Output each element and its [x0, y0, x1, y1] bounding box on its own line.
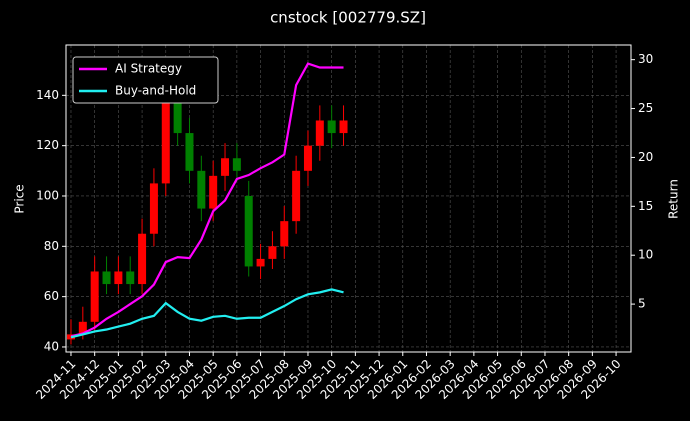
plot-frame: [65, 44, 632, 353]
candle-body: [327, 120, 336, 134]
y2-tick-label: 15: [638, 199, 653, 213]
y2-tick-label: 25: [638, 101, 653, 115]
candle-body: [232, 158, 241, 171]
candle-body: [185, 133, 194, 171]
legend-label: Buy-and-Hold: [115, 84, 196, 98]
chart-title: cnstock [002779.SZ]: [270, 9, 426, 27]
candle-body: [303, 145, 312, 171]
candle-body: [280, 221, 289, 247]
candle-body: [114, 271, 123, 285]
y2-tick-label: 30: [638, 52, 653, 66]
candle-body: [138, 233, 147, 285]
candle-body: [161, 100, 170, 184]
y-tick-label: 140: [36, 88, 59, 102]
candle-body: [268, 246, 277, 259]
candle-body: [173, 100, 182, 134]
candle-body: [209, 175, 218, 209]
y-tick-label: 100: [36, 188, 59, 202]
y-tick-label: 40: [44, 339, 59, 353]
candle-body: [256, 258, 265, 267]
line-series: [70, 288, 344, 339]
y-tick-label: 60: [44, 289, 59, 303]
candle-body: [197, 170, 206, 209]
legend-label: AI Strategy: [115, 62, 182, 76]
candle-body: [292, 170, 301, 222]
candle-body: [78, 321, 87, 335]
y2-tick-label: 10: [638, 248, 653, 262]
candle-body: [102, 271, 111, 285]
candle-body: [126, 271, 135, 285]
legend-box: [72, 56, 219, 104]
candle-body: [90, 271, 99, 322]
candle-body: [339, 120, 348, 134]
y2-tick-label: 5: [638, 297, 646, 311]
y-axis-label: Price: [13, 184, 27, 213]
y-tick-label: 120: [36, 138, 59, 152]
y-tick-label: 80: [44, 239, 59, 253]
line-series: [70, 62, 344, 338]
candle-body: [315, 120, 324, 146]
candle-body: [244, 195, 253, 267]
candle-body: [149, 183, 158, 234]
y2-tick-label: 20: [638, 150, 653, 164]
candle-body: [221, 158, 230, 176]
y2-axis-label: Return: [667, 179, 681, 219]
